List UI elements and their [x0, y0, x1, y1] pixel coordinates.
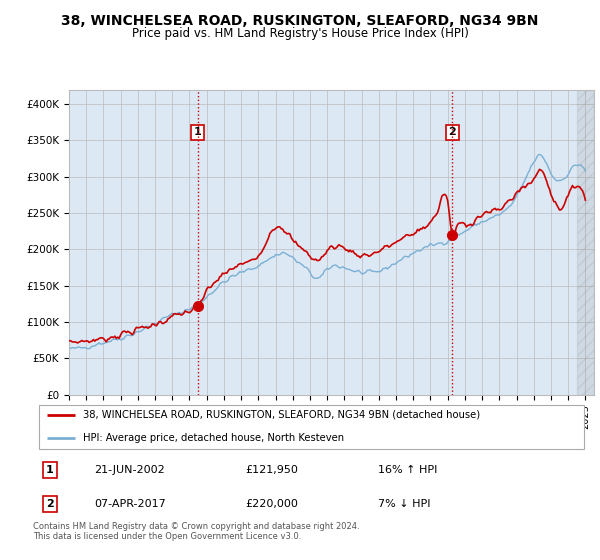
Text: 7% ↓ HPI: 7% ↓ HPI	[378, 499, 431, 509]
Text: £121,950: £121,950	[246, 465, 299, 475]
Text: £220,000: £220,000	[246, 499, 299, 509]
Text: 2: 2	[448, 127, 456, 137]
Text: 21-JUN-2002: 21-JUN-2002	[94, 465, 165, 475]
Text: 38, WINCHELSEA ROAD, RUSKINGTON, SLEAFORD, NG34 9BN (detached house): 38, WINCHELSEA ROAD, RUSKINGTON, SLEAFOR…	[83, 409, 480, 419]
Text: 16% ↑ HPI: 16% ↑ HPI	[378, 465, 437, 475]
FancyBboxPatch shape	[39, 405, 584, 449]
Text: 2: 2	[46, 499, 53, 509]
Bar	[577, 90, 594, 395]
Text: Price paid vs. HM Land Registry's House Price Index (HPI): Price paid vs. HM Land Registry's House …	[131, 27, 469, 40]
Text: 07-APR-2017: 07-APR-2017	[94, 499, 166, 509]
Text: Contains HM Land Registry data © Crown copyright and database right 2024.
This d: Contains HM Land Registry data © Crown c…	[33, 522, 359, 542]
Text: HPI: Average price, detached house, North Kesteven: HPI: Average price, detached house, Nort…	[83, 433, 344, 444]
Text: 38, WINCHELSEA ROAD, RUSKINGTON, SLEAFORD, NG34 9BN: 38, WINCHELSEA ROAD, RUSKINGTON, SLEAFOR…	[61, 14, 539, 28]
Text: 1: 1	[46, 465, 53, 475]
Text: 1: 1	[194, 127, 202, 137]
